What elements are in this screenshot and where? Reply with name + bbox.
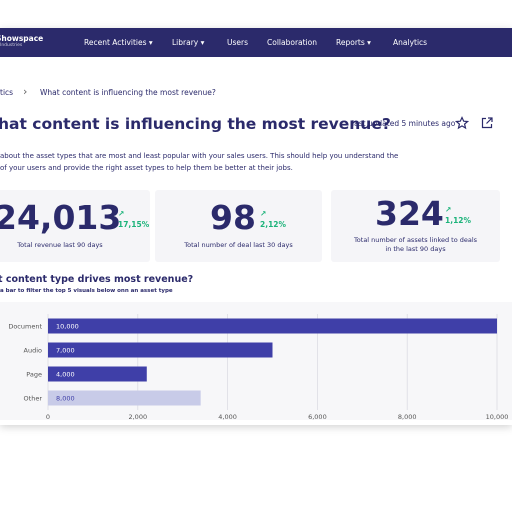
kpi-card: 24,013 ↗ 17,15% Total revenue last 90 da… <box>0 190 150 262</box>
y-tick-label: Other <box>24 394 43 402</box>
kpi-value: 24,013 <box>0 198 122 237</box>
y-tick-label: Audio <box>24 346 42 354</box>
bar-text: 10,000 <box>56 322 79 330</box>
nav-item[interactable]: Recent Activities ▾ <box>84 38 153 47</box>
x-tick-label: 10,000 <box>486 413 509 420</box>
x-tick-label: 2,000 <box>128 413 147 420</box>
nav-item[interactable]: Users <box>227 38 249 47</box>
kpi-value: 324 <box>375 194 444 233</box>
bar-text: 8,000 <box>56 394 75 402</box>
nav-item[interactable]: Collaboration <box>267 38 317 47</box>
logo[interactable]: Showspace <box>0 34 44 43</box>
chart-subtitle: a bar to filter the top 5 visuals below … <box>0 288 173 294</box>
x-tick-label: 8,000 <box>398 413 417 420</box>
y-tick-label: Document <box>8 322 42 330</box>
bar <box>48 366 147 382</box>
nav-bar: Showspace Industries Recent Activities ▾… <box>0 28 512 57</box>
kpi-change: 1,12% <box>445 216 472 225</box>
bar <box>48 390 201 406</box>
breadcrumb-separator: › <box>23 85 28 98</box>
kpi-change: 2,12% <box>260 220 287 229</box>
kpi-change: 17,15% <box>118 220 150 229</box>
page-title: hat content is influencing the most reve… <box>0 115 391 133</box>
kpi-label: Total revenue last 90 days <box>17 241 103 249</box>
nav-item[interactable]: Analytics <box>393 38 428 47</box>
chart: 0 2,000 4,000 6,000 8,000 10,000 10,000 Documen… <box>0 302 512 420</box>
y-tick-label: Page <box>26 370 42 378</box>
bar <box>48 342 273 358</box>
kpi-card: 324 ↗ 1,12% Total number of assets linke… <box>331 190 500 262</box>
kpi-card: 98 ↗ 2,12% Total number of deal last 30 … <box>155 190 322 262</box>
chart-title: t content type drives most revenue? <box>0 274 194 285</box>
x-tick-label: 4,000 <box>218 413 237 420</box>
logo-sub: Industries <box>0 43 23 48</box>
description-line: about the asset types that are most and … <box>0 152 399 160</box>
x-tick-label: 0 <box>46 413 50 420</box>
nav-text: Library <box>172 38 199 47</box>
kpi-arrow: ↗ <box>445 205 452 214</box>
breadcrumb-current: What content is influencing the most rev… <box>40 88 216 97</box>
breadcrumb-link[interactable]: tics <box>0 88 14 97</box>
nav-item[interactable]: Library ▾ <box>172 38 205 47</box>
kpi-arrow: ↗ <box>118 209 125 218</box>
kpi-label: Total number of deal last 30 days <box>184 241 293 249</box>
app-window: Showspace Industries Recent Activities ▾… <box>0 28 512 425</box>
kpi-label: Total number of assets linked to deals i… <box>353 236 478 253</box>
nav-text: Reports <box>336 38 365 47</box>
bar <box>48 318 497 334</box>
bar-text: 7,000 <box>56 346 75 354</box>
star-button[interactable] <box>455 116 469 130</box>
bar-text: 4,000 <box>56 370 75 378</box>
share-button[interactable] <box>480 116 494 130</box>
kpi-arrow: ↗ <box>260 209 267 218</box>
description-line: of your users and provide the right asse… <box>0 164 293 172</box>
x-tick-label: 6,000 <box>308 413 327 420</box>
nav-text: Recent Activities <box>84 38 147 47</box>
nav-item[interactable]: Reports ▾ <box>336 38 371 47</box>
last-updated: last updated 5 minutes ago <box>352 119 456 128</box>
kpi-value: 98 <box>210 198 256 237</box>
